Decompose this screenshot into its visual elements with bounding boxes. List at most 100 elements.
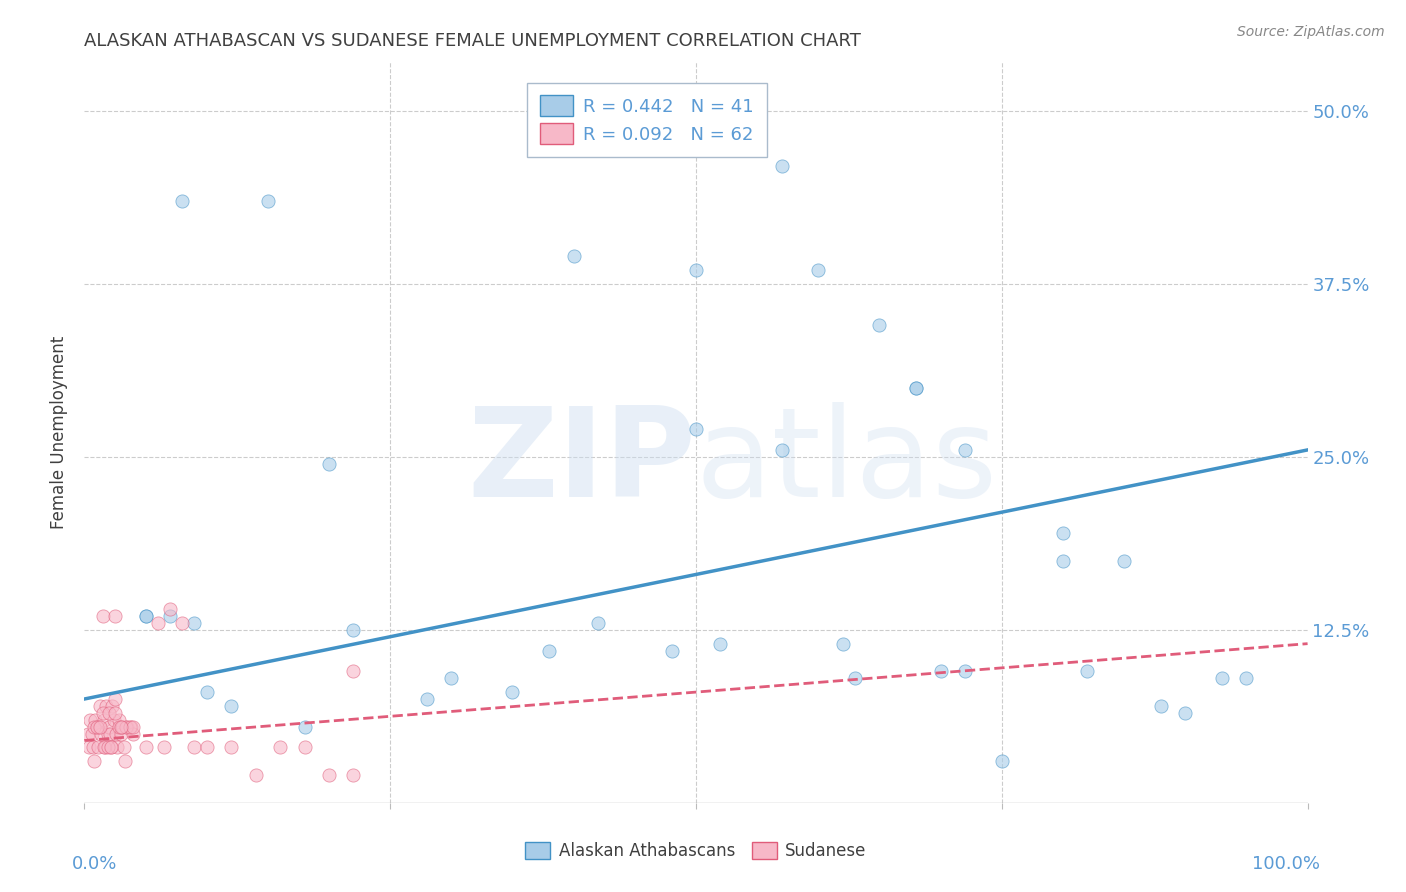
Point (84, 713, 107, 727)
Point (953, 665, 976, 679)
Point (294, 720, 316, 734)
Point (257, 194, 280, 208)
Point (153, 740, 176, 755)
Point (318, 457, 340, 471)
Point (685, 422, 707, 436)
Point (685, 263, 707, 277)
Point (97, 740, 120, 755)
Point (94, 740, 117, 755)
Point (107, 713, 129, 727)
Point (219, 698, 242, 713)
Point (83, 720, 105, 734)
Point (79, 713, 101, 727)
Point (294, 740, 316, 755)
Point (342, 623, 364, 637)
Point (122, 726, 145, 740)
Point (97, 720, 120, 734)
Point (110, 720, 132, 734)
Point (100, 740, 122, 755)
Point (195, 685, 218, 699)
Point (93, 740, 115, 755)
Point (807, 263, 830, 277)
Point (770, 442, 793, 457)
Point (98, 726, 121, 740)
Point (103, 713, 125, 727)
Point (709, 637, 731, 651)
Point (77, 726, 100, 740)
Point (104, 609, 127, 624)
Point (89, 720, 111, 734)
Point (83, 754, 105, 768)
Text: 0.0%: 0.0% (72, 855, 118, 872)
Point (112, 740, 135, 755)
Point (1076, 665, 1098, 679)
Point (104, 706, 127, 720)
Point (115, 720, 138, 734)
Point (195, 740, 218, 755)
Point (97, 726, 120, 740)
Point (87, 740, 110, 755)
Point (86, 720, 108, 734)
Point (111, 720, 134, 734)
Point (844, 671, 866, 685)
Text: ALASKAN ATHABASCAN VS SUDANESE FEMALE UNEMPLOYMENT CORRELATION CHART: ALASKAN ATHABASCAN VS SUDANESE FEMALE UN… (84, 32, 862, 50)
Point (342, 768, 364, 782)
Text: 100.0%: 100.0% (1251, 855, 1320, 872)
Point (80, 726, 103, 740)
Point (586, 615, 609, 630)
Point (86, 720, 108, 734)
Point (770, 159, 793, 173)
Point (1211, 671, 1233, 685)
Point (183, 740, 205, 755)
Point (90, 726, 112, 740)
Point (104, 692, 127, 706)
Point (159, 609, 181, 624)
Point (869, 318, 891, 333)
Point (1052, 554, 1074, 568)
Point (120, 720, 142, 734)
Point (135, 609, 157, 624)
Point (1052, 525, 1074, 540)
Point (269, 740, 291, 755)
Text: ZIP: ZIP (467, 401, 696, 523)
Point (135, 609, 157, 624)
Point (91, 706, 114, 720)
Point (172, 615, 194, 630)
Point (77, 740, 100, 755)
Text: atlas: atlas (696, 401, 998, 523)
Point (87, 720, 110, 734)
Point (115, 720, 138, 734)
Point (97, 706, 120, 720)
Point (502, 685, 524, 699)
Point (118, 720, 141, 734)
Point (122, 720, 145, 734)
Point (110, 726, 132, 740)
Point (105, 726, 128, 740)
Point (1236, 671, 1258, 685)
Point (991, 754, 1014, 768)
Point (245, 768, 267, 782)
Point (953, 442, 976, 457)
Point (100, 740, 122, 755)
Y-axis label: Female Unemployment: Female Unemployment (51, 336, 69, 529)
Point (318, 768, 340, 782)
Point (105, 740, 128, 755)
Point (89, 698, 111, 713)
Point (440, 671, 463, 685)
Point (114, 754, 136, 768)
Point (905, 381, 928, 395)
Point (661, 643, 683, 657)
Point (538, 643, 561, 657)
Point (342, 665, 364, 679)
Point (159, 602, 181, 616)
Point (562, 249, 585, 263)
Point (929, 665, 952, 679)
Point (416, 692, 439, 706)
Legend: Alaskan Athabascans, Sudanese: Alaskan Athabascans, Sudanese (517, 834, 875, 869)
Point (219, 740, 242, 755)
Point (101, 698, 124, 713)
Point (172, 194, 194, 208)
Point (107, 720, 129, 734)
Point (93, 713, 115, 727)
Point (831, 637, 853, 651)
